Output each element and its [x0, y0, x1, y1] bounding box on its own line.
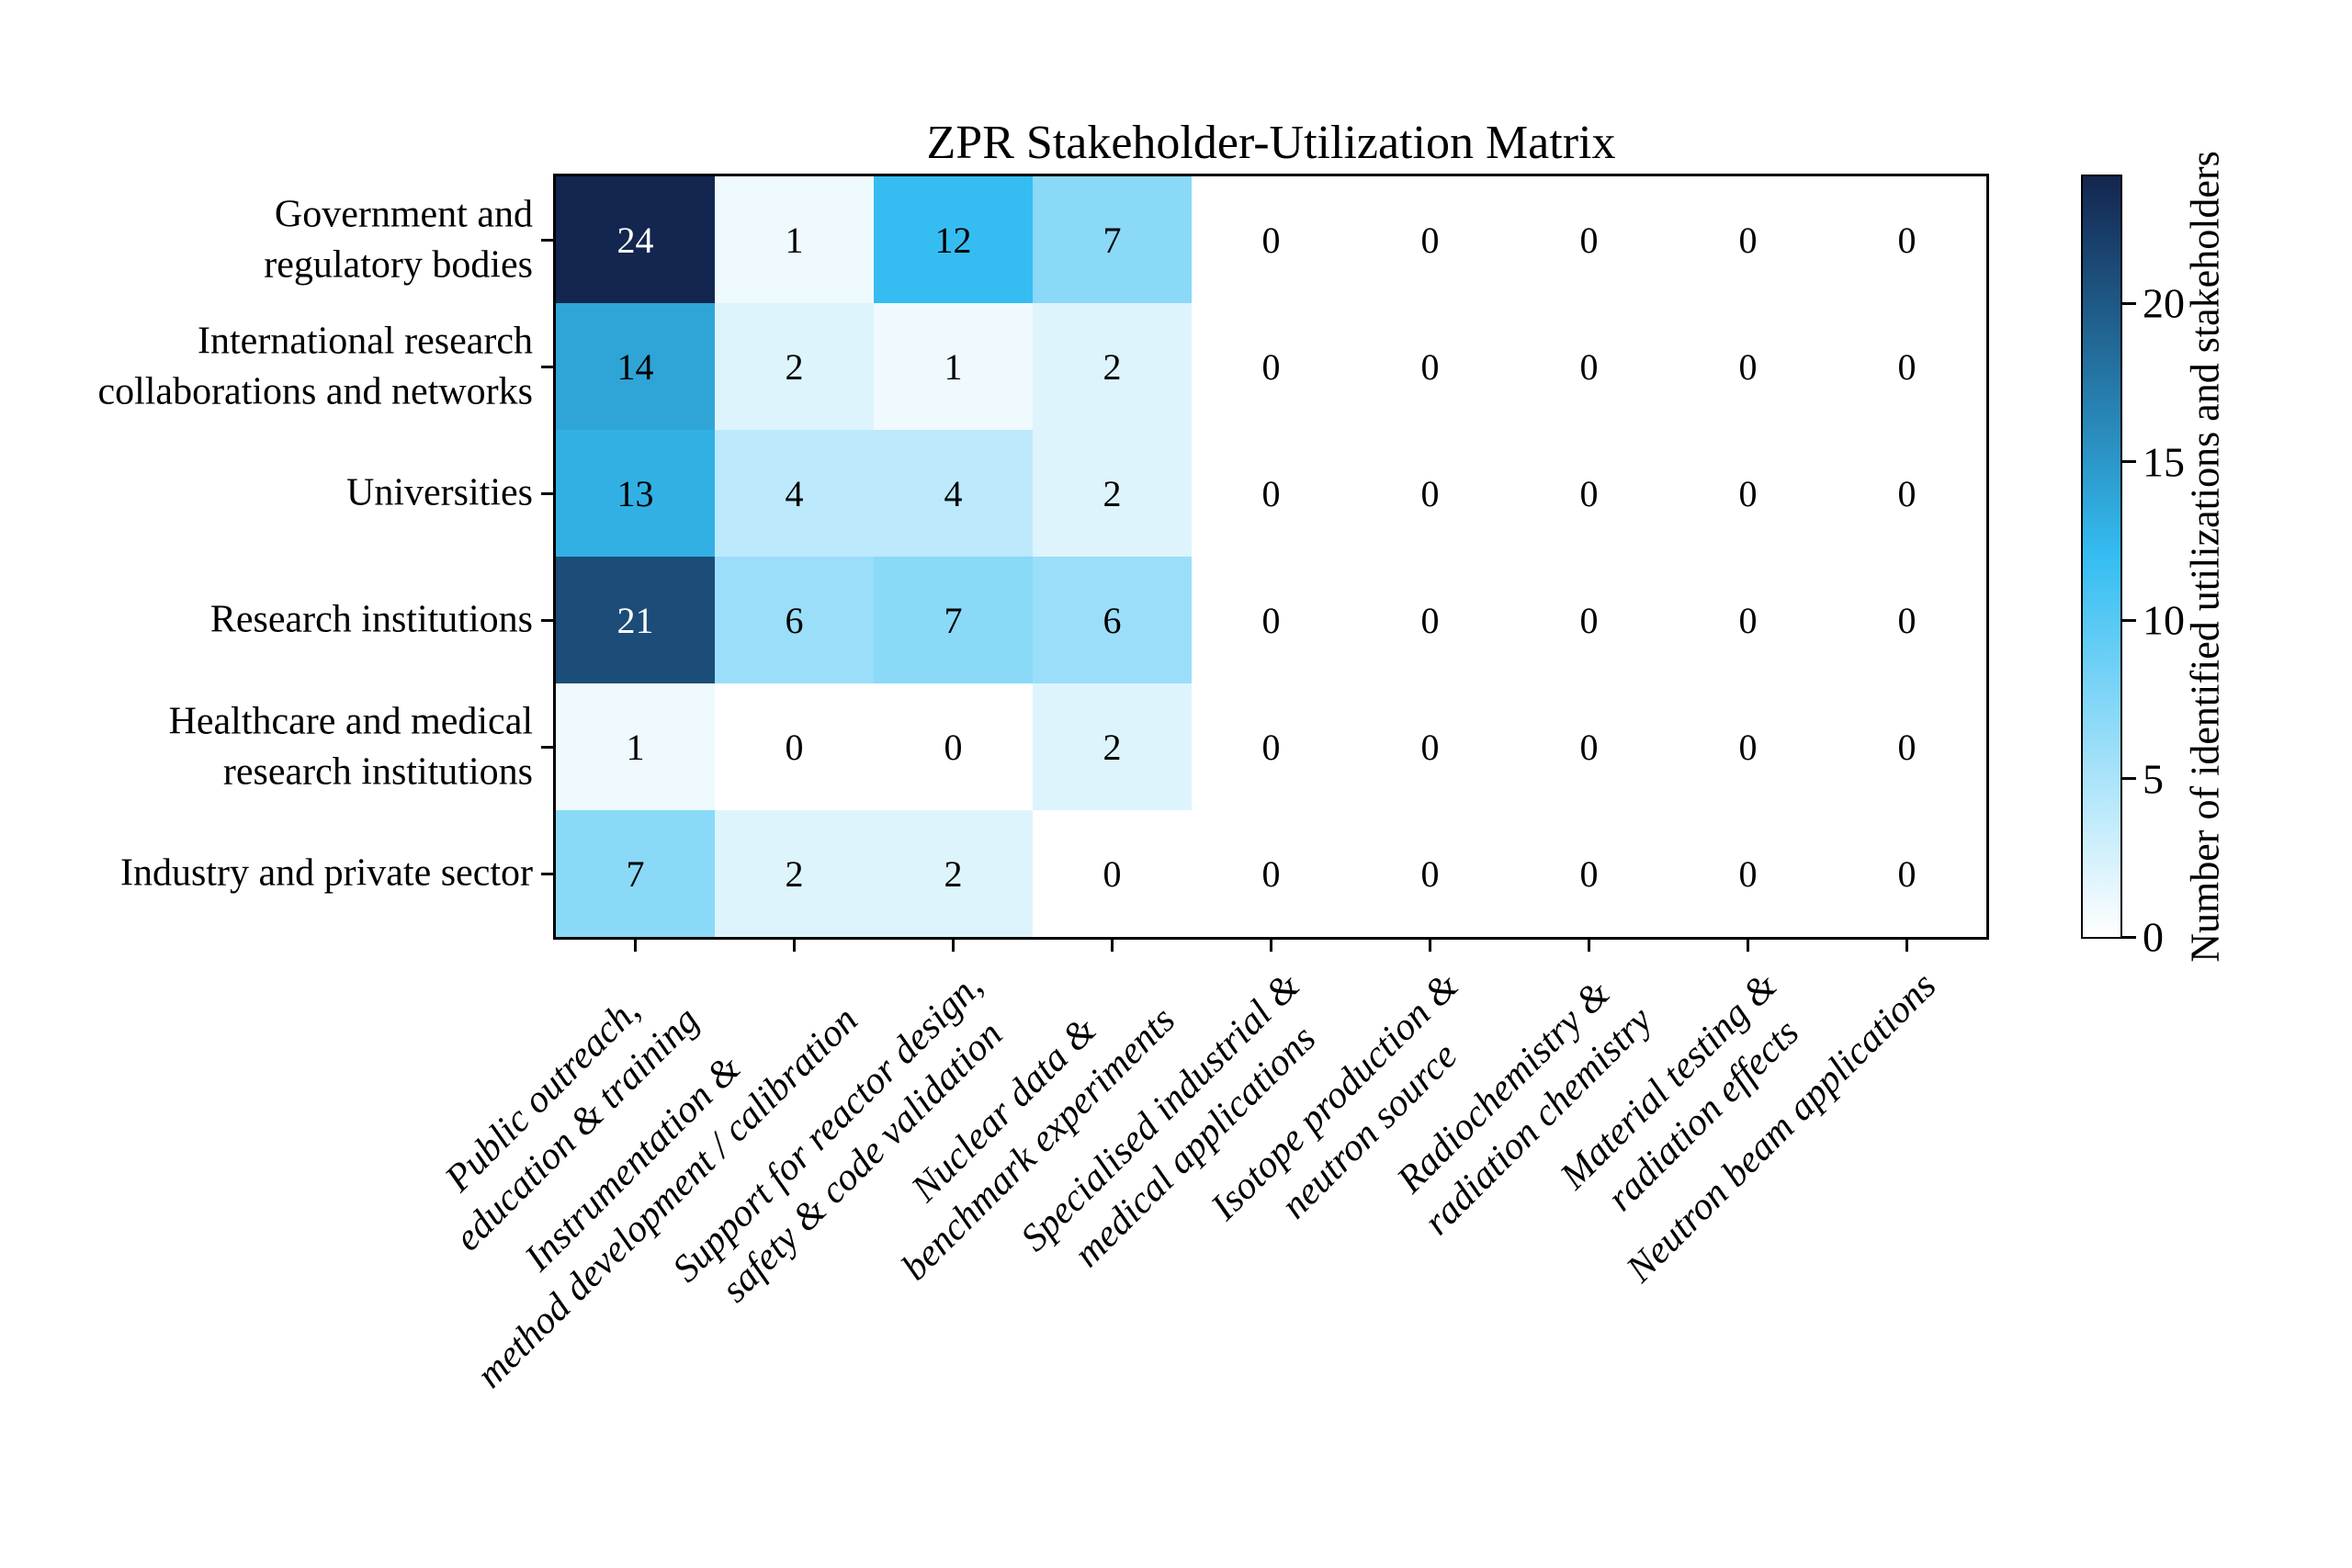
chart-title: ZPR Stakeholder-Utilization Matrix — [926, 117, 1616, 169]
heatmap-cell: 0 — [1351, 683, 1510, 810]
heatmap-cell: 1 — [715, 176, 874, 303]
heatmap-cell: 12 — [874, 176, 1033, 303]
colorbar-tick — [2120, 935, 2136, 939]
heatmap-cell: 21 — [556, 557, 715, 683]
x-tick — [1747, 937, 1749, 952]
heatmap-cell: 0 — [1192, 430, 1351, 557]
heatmap-cell: 0 — [1668, 557, 1827, 683]
x-tick — [1588, 937, 1590, 952]
colorbar — [2081, 175, 2122, 939]
x-tick — [1905, 937, 1908, 952]
y-tick-label: Healthcare and medical research instituti… — [168, 700, 533, 793]
heatmap-cell: 0 — [1827, 303, 1986, 430]
y-tick — [541, 618, 556, 622]
x-tick — [1270, 937, 1272, 952]
colorbar-tick-label: 15 — [2143, 438, 2185, 485]
x-tick — [1429, 937, 1431, 952]
heatmap-cell: 0 — [1192, 683, 1351, 810]
heatmap-cell: 0 — [1192, 303, 1351, 430]
heatmap-cell: 0 — [1351, 303, 1510, 430]
colorbar-tick-label: 0 — [2143, 913, 2164, 961]
colorbar-label: Number of identified utilizations and st… — [2182, 151, 2228, 963]
heatmap-cell: 0 — [1351, 557, 1510, 683]
colorbar-tick — [2120, 777, 2136, 780]
heatmap-cell: 0 — [1510, 683, 1668, 810]
heatmap-cell: 2 — [715, 303, 874, 430]
heatmap-cell: 0 — [1827, 557, 1986, 683]
heatmap-cell: 0 — [1510, 430, 1668, 557]
colorbar-tick — [2120, 301, 2136, 305]
y-tick — [541, 872, 556, 875]
heatmap-cell: 7 — [556, 810, 715, 937]
heatmap-cell: 0 — [1668, 683, 1827, 810]
heatmap-cell: 0 — [1351, 810, 1510, 937]
heatmap-cell: 0 — [1510, 557, 1668, 683]
heatmap-cell: 0 — [1351, 430, 1510, 557]
heatmap-cell: 0 — [1668, 430, 1827, 557]
colorbar-tick-label: 20 — [2143, 279, 2185, 327]
heatmap-cell: 13 — [556, 430, 715, 557]
heatmap-cell: 0 — [1033, 810, 1192, 937]
heatmap-cell: 0 — [1827, 810, 1986, 937]
colorbar-tick-label: 10 — [2143, 596, 2185, 644]
y-tick — [541, 491, 556, 495]
heatmap-cell: 24 — [556, 176, 715, 303]
y-tick-label: Research institutions — [209, 598, 533, 641]
colorbar-tick — [2120, 618, 2136, 622]
y-tick-label: International research collaborations and… — [97, 320, 533, 412]
heatmap-cell: 6 — [1033, 557, 1192, 683]
y-tick — [541, 238, 556, 242]
heatmap-cell: 0 — [1510, 176, 1668, 303]
heatmap-cell: 0 — [1192, 810, 1351, 937]
x-tick — [1111, 937, 1114, 952]
y-tick-label: Government and regulatory bodies — [264, 193, 533, 286]
x-tick — [793, 937, 796, 952]
colorbar-tick-label: 5 — [2143, 755, 2164, 802]
heatmap-cell: 0 — [874, 683, 1033, 810]
heatmap-cell: 0 — [1827, 683, 1986, 810]
y-tick-label: Industry and private sector — [119, 852, 533, 895]
heatmap-cell: 1 — [874, 303, 1033, 430]
heatmap-grid: 24 1 12 7 0 0 0 0 0 14 2 1 2 0 0 0 0 0 13 4 4 2 0 0 0 0 0 21 6 7 6 0 0 0 0… — [556, 176, 1986, 937]
heatmap-cell: 2 — [1033, 683, 1192, 810]
y-tick-label: Universities — [346, 471, 533, 514]
x-tick — [634, 937, 637, 952]
heatmap-cell: 6 — [715, 557, 874, 683]
heatmap-frame: 24 1 12 7 0 0 0 0 0 14 2 1 2 0 0 0 0 0 13 4 4 2 0 0 0 0 0 21 6 7 6 0 0 0 0… — [553, 174, 1989, 940]
heatmap-cell: 7 — [874, 557, 1033, 683]
heatmap-cell: 2 — [1033, 303, 1192, 430]
heatmap-cell: 4 — [874, 430, 1033, 557]
y-tick — [541, 365, 556, 368]
heatmap-cell: 2 — [715, 810, 874, 937]
heatmap-cell: 0 — [1827, 430, 1986, 557]
heatmap-cell: 0 — [1351, 176, 1510, 303]
heatmap-cell: 0 — [1510, 810, 1668, 937]
heatmap-cell: 4 — [715, 430, 874, 557]
heatmap-cell: 2 — [874, 810, 1033, 937]
heatmap-cell: 0 — [1668, 176, 1827, 303]
heatmap-cell: 0 — [1827, 176, 1986, 303]
heatmap-cell: 0 — [1510, 303, 1668, 430]
y-tick — [541, 745, 556, 749]
colorbar-tick — [2120, 460, 2136, 463]
heatmap-cell: 0 — [1192, 557, 1351, 683]
heatmap-cell: 7 — [1033, 176, 1192, 303]
x-tick — [952, 937, 955, 952]
heatmap-cell: 0 — [1668, 810, 1827, 937]
heatmap-cell: 0 — [1192, 176, 1351, 303]
heatmap-cell: 2 — [1033, 430, 1192, 557]
heatmap-cell: 0 — [1668, 303, 1827, 430]
heatmap-cell: 14 — [556, 303, 715, 430]
heatmap-cell: 0 — [715, 683, 874, 810]
heatmap-cell: 1 — [556, 683, 715, 810]
